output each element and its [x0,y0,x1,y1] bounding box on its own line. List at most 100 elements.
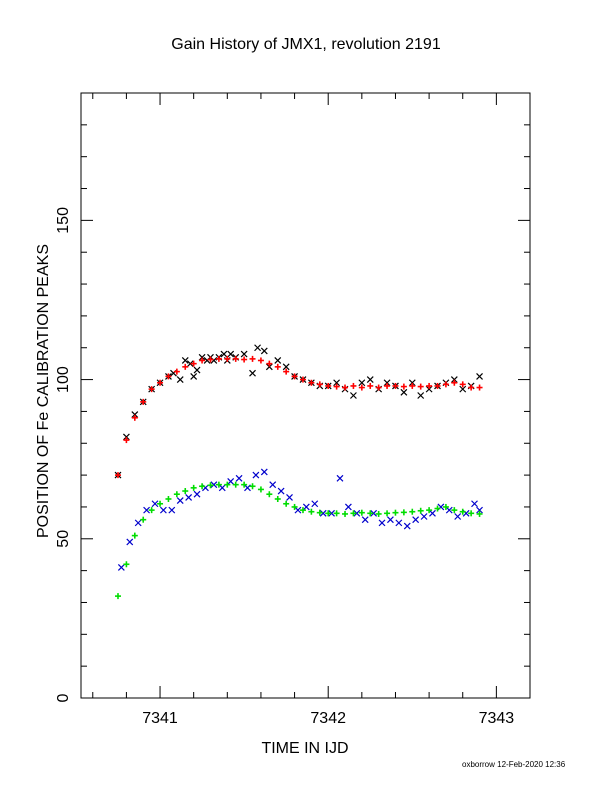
data-point [420,513,428,520]
data-point [114,593,121,600]
y-tick-label: 150 [55,207,72,234]
marker-stroke [186,360,194,368]
marker-stroke [134,519,142,527]
data-point [426,382,433,389]
marker-stroke [302,503,310,511]
data-point [350,382,357,389]
data-point [140,398,147,405]
marker-stroke [202,484,209,492]
marker-stroke [282,363,290,371]
data-point [266,360,273,367]
data-point [207,482,214,489]
data-point [454,513,462,520]
data-point [434,382,441,389]
data-point [168,506,176,514]
data-point [403,522,411,530]
marker-stroke [361,516,369,524]
data-point [409,382,416,389]
data-point [291,503,298,510]
marker-stroke [198,353,206,361]
data-point [308,379,315,386]
data-point [260,347,268,355]
data-point [131,532,138,539]
data-point [140,516,147,523]
data-point [215,481,222,488]
marker-stroke [476,506,483,514]
marker-stroke [445,506,453,514]
data-point [333,379,341,387]
data-point [249,355,256,362]
data-point [400,383,407,390]
data-point [123,437,130,444]
marker-stroke [277,487,285,495]
marker-stroke [311,500,319,508]
marker-stroke [131,411,139,419]
data-point [294,506,302,514]
data-point [131,411,139,419]
marker-stroke [328,509,335,517]
data-point [277,487,285,495]
marker-stroke [344,503,352,511]
marker-stroke [476,372,483,380]
data-point [123,561,130,568]
data-point [412,516,420,524]
data-point [409,508,416,515]
footer-stamp: oxborrow 12-Feb-2020 12:36 [462,760,566,769]
data-point [157,379,164,386]
marker-stroke [227,350,235,358]
marker-stroke [294,506,302,514]
marker-stroke [244,484,251,492]
data-point [165,373,172,380]
data-point [434,505,441,512]
marker-stroke [185,493,193,501]
marker-stroke [462,509,470,517]
marker-stroke [260,347,268,355]
data-point [476,510,483,517]
chart-title: Gain History of JMX1, revolution 2191 [171,36,441,53]
data-point [257,486,264,493]
data-point [173,491,180,498]
marker-stroke [417,392,425,399]
data-point [299,507,306,514]
marker-stroke [366,376,374,384]
data-point [252,471,260,479]
data-point [286,493,293,501]
marker-stroke [190,372,198,380]
marker-stroke [420,513,428,520]
data-point [400,509,407,516]
data-point [182,488,189,495]
data-point [311,500,319,508]
data-layer [114,344,483,600]
data-point [224,355,231,362]
marker-stroke [218,484,226,492]
data-point [361,516,369,524]
data-point [308,508,315,515]
data-point [333,510,340,517]
data-point [232,481,239,488]
data-point [235,474,243,482]
data-point [392,382,399,389]
data-point [476,384,483,391]
y-axis-label: POSITION OF Fe CALIBRATION PEAKS [35,244,52,538]
data-point [266,491,273,498]
data-point [126,538,134,546]
data-point [186,360,194,368]
data-point [325,510,332,517]
data-point [358,379,366,387]
data-point [425,385,433,393]
marker-stroke [425,385,433,393]
data-point [442,503,449,510]
data-point [316,509,323,516]
data-point [199,483,206,490]
data-point [367,510,374,517]
data-point [224,481,231,488]
data-point [218,484,226,492]
data-point [316,381,323,388]
data-point [445,506,453,514]
data-point [257,357,264,364]
data-point [274,495,281,502]
data-point [459,381,466,388]
marker-stroke [412,516,420,524]
marker-stroke [265,363,273,371]
y-tick-label: 100 [55,366,72,393]
